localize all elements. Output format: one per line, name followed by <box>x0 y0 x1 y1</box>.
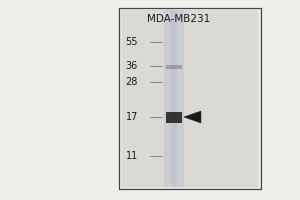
Text: 28: 28 <box>126 77 138 87</box>
Bar <box>171 10 177 187</box>
Text: 11: 11 <box>126 151 138 161</box>
Text: 36: 36 <box>126 61 138 71</box>
Bar <box>166 65 182 69</box>
Text: 55: 55 <box>125 37 138 47</box>
Text: MDA-MB231: MDA-MB231 <box>147 14 210 24</box>
Polygon shape <box>184 111 201 123</box>
Bar <box>118 8 261 189</box>
Text: 17: 17 <box>126 112 138 122</box>
Bar <box>166 112 182 122</box>
Bar <box>122 10 258 187</box>
Bar <box>164 10 184 187</box>
